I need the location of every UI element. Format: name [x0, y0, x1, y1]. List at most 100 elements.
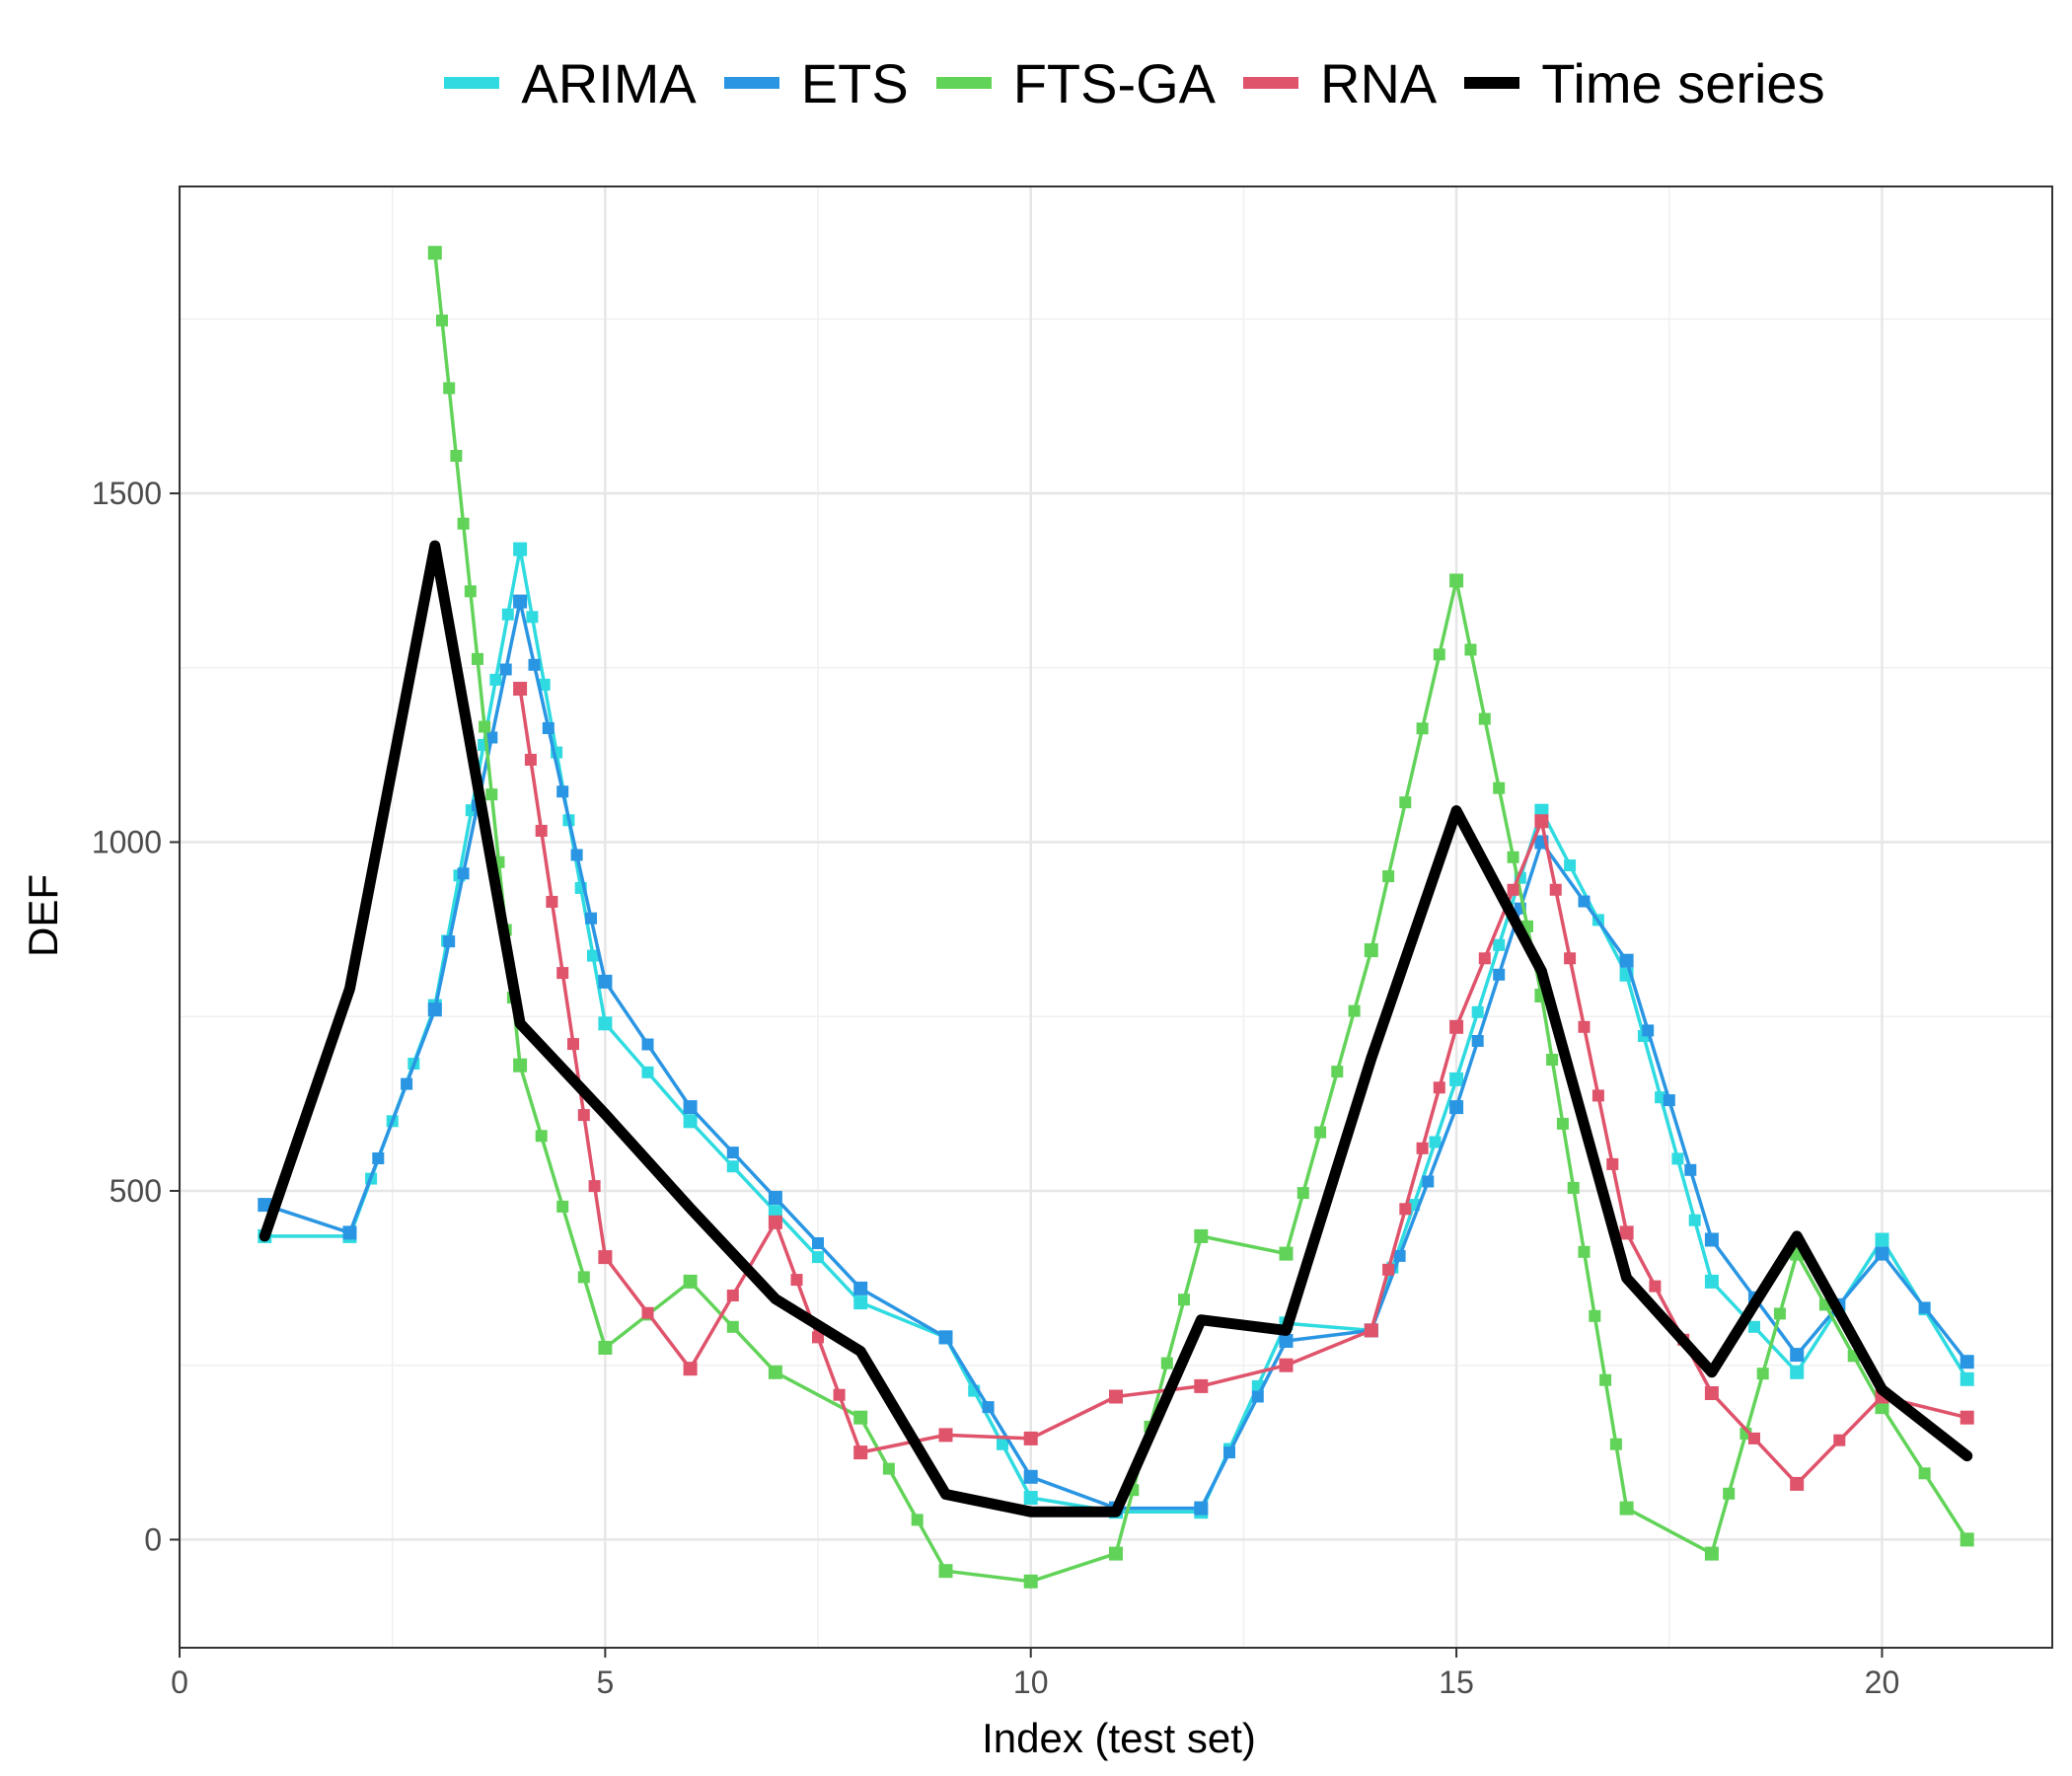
x-axis-title: Index (test set): [982, 1715, 1256, 1761]
series-marker-arima: [1748, 1320, 1760, 1333]
series-marker-fts-ga: [1348, 1004, 1361, 1017]
data-point-fts-ga: [683, 1274, 698, 1289]
data-point-rna: [1704, 1386, 1719, 1400]
series-marker-rna: [1478, 952, 1491, 965]
series-marker-ets: [726, 1147, 739, 1159]
data-point-rna: [1109, 1389, 1123, 1404]
series-marker-rna: [641, 1306, 654, 1319]
series-marker-fts-ga: [1178, 1294, 1190, 1306]
legend-label-ets: ETS: [800, 51, 909, 114]
y-axis: 0 500 1000 1500: [92, 476, 180, 1557]
series-marker-rna: [1433, 1081, 1445, 1094]
series-marker-fts-ga: [457, 517, 470, 530]
series-marker-fts-ga: [472, 652, 483, 665]
data-point-ets: [1960, 1355, 1974, 1369]
series-marker-fts-ga: [1556, 1117, 1569, 1130]
legend-key-arima: [444, 77, 500, 89]
series-marker-rna: [1606, 1157, 1619, 1170]
y-axis-title: DEF: [20, 874, 66, 957]
series-marker-rna: [1748, 1432, 1760, 1444]
data-point-rna: [1790, 1476, 1805, 1491]
series-marker-ets: [641, 1038, 654, 1051]
series-marker-rna: [1564, 952, 1577, 965]
series-marker-ets: [1471, 1035, 1484, 1047]
series-marker-fts-ga: [882, 1462, 895, 1475]
data-point-ets: [1619, 953, 1634, 968]
series-marker-rna: [790, 1274, 803, 1287]
data-point-ets: [258, 1198, 272, 1213]
series-marker-rna: [556, 967, 569, 980]
series-marker-fts-ga: [450, 450, 463, 462]
data-point-fts-ga: [513, 1058, 528, 1073]
grid: [178, 186, 2052, 1648]
series-marker-rna: [1591, 1089, 1604, 1102]
series-layer: [258, 246, 1974, 1589]
series-marker-ets: [1393, 1249, 1406, 1262]
series-marker-fts-ga: [1331, 1066, 1344, 1078]
data-point-ets: [1875, 1246, 1889, 1261]
data-point-fts-ga: [1364, 943, 1378, 958]
series-marker-fts-ga: [443, 382, 456, 395]
data-point-fts-ga: [1279, 1246, 1294, 1261]
series-marker-ets: [1223, 1446, 1235, 1459]
data-point-fts-ga: [1023, 1574, 1038, 1589]
data-point-ets: [768, 1191, 782, 1205]
series-marker-arima: [1493, 938, 1506, 951]
data-point-arima: [768, 1205, 782, 1220]
series-marker-ets: [585, 912, 597, 925]
legend-key-ets: [723, 77, 779, 89]
data-point-arima: [513, 542, 528, 556]
data-point-arima: [1534, 803, 1549, 818]
data-point-ets: [938, 1330, 953, 1345]
series-marker-fts-ga: [479, 720, 491, 733]
x-tick-label: 5: [596, 1665, 614, 1700]
series-marker-fts-ga: [1756, 1368, 1769, 1380]
data-point-rna: [853, 1445, 868, 1460]
series-marker-ets: [570, 849, 583, 861]
series-marker-ets: [485, 731, 498, 744]
series-marker-fts-ga: [464, 585, 477, 598]
series-marker-ets: [457, 867, 470, 880]
series-marker-fts-ga: [1493, 781, 1506, 794]
x-tick-label: 10: [1013, 1665, 1049, 1700]
series-marker-ets: [1422, 1175, 1435, 1188]
x-tick-label: 20: [1865, 1665, 1900, 1700]
series-marker-arima: [587, 949, 599, 962]
legend-item-arima: ARIMA: [444, 51, 697, 115]
data-point-ets: [1790, 1348, 1805, 1363]
data-point-ets: [853, 1281, 868, 1295]
series-marker-ets: [556, 785, 569, 798]
series-marker-rna: [833, 1388, 846, 1401]
series-marker-fts-ga: [1546, 1054, 1559, 1066]
data-point-fts-ga: [1194, 1228, 1209, 1243]
series-ets: [258, 594, 1974, 1516]
series-marker-rna: [812, 1331, 824, 1344]
data-point-fts-ga: [1960, 1532, 1974, 1547]
y-tick-label: 1500: [92, 476, 162, 511]
series-marker-arima: [1471, 1005, 1484, 1018]
data-point-fts-ga: [853, 1410, 868, 1425]
x-tick-label: 0: [171, 1665, 188, 1700]
series-marker-ets: [499, 663, 512, 676]
data-point-ets: [1449, 1100, 1464, 1115]
series-marker-fts-ga: [577, 1271, 590, 1284]
series-marker-rna: [726, 1290, 739, 1301]
legend-key-time-series: [1464, 77, 1520, 89]
series-marker-fts-ga: [1433, 648, 1445, 661]
data-point-ets: [683, 1100, 698, 1115]
series-marker-rna: [1399, 1203, 1412, 1216]
series-marker-fts-ga: [726, 1320, 739, 1333]
series-marker-fts-ga: [1567, 1181, 1580, 1194]
legend-key-rna: [1243, 77, 1299, 89]
series-marker-fts-ga: [1578, 1245, 1591, 1258]
series-marker-arima: [1671, 1152, 1684, 1165]
data-point-fts-ga: [1109, 1546, 1123, 1561]
series-marker-ets: [1578, 895, 1591, 908]
data-point-arima: [1875, 1232, 1889, 1247]
legend-item-fts-ga: FTS-GA: [935, 51, 1216, 115]
data-point-arima: [1449, 1072, 1464, 1086]
series-marker-rna: [1416, 1142, 1429, 1154]
series-marker-arima: [489, 673, 502, 686]
data-point-rna: [683, 1362, 698, 1376]
series-marker-rna: [577, 1109, 590, 1122]
